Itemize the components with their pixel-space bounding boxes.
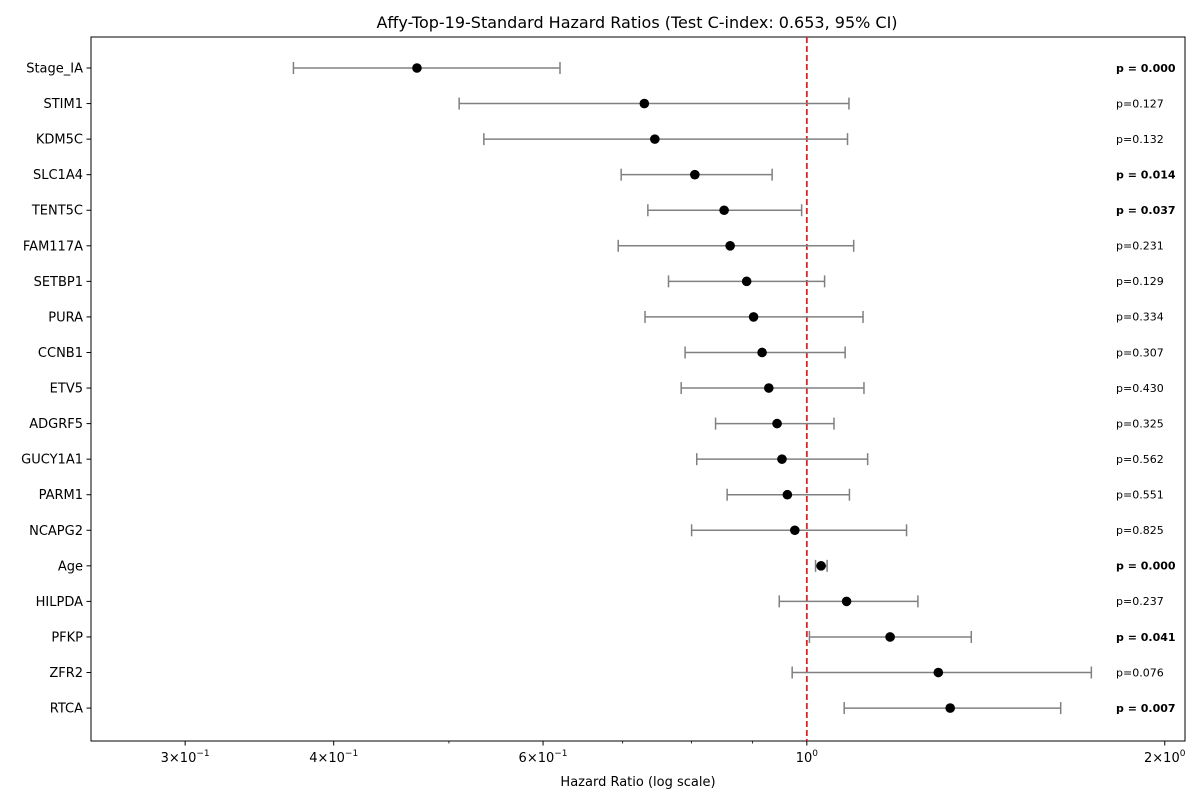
p-value-label: p=0.132 [1116,133,1164,146]
y-tick-label: TENT5C [31,204,83,219]
p-value-label: p=0.430 [1116,382,1164,395]
y-tick-label: SLC1A4 [33,168,83,183]
x-tick-label: 6×10−1 [519,749,568,766]
hazard-ratio-point [719,205,729,216]
hazard-ratio-point [650,134,660,144]
x-tick-label: 100 [796,749,819,766]
y-tick-label: PARM1 [39,488,83,503]
p-value-label: p=0.334 [1116,311,1164,324]
hazard-ratio-point [885,632,895,642]
plot-area-frame [90,36,1186,742]
p-value-label: p = 0.000 [1116,62,1176,75]
x-axis-label: Hazard Ratio (log scale) [560,775,715,790]
y-tick-label: NCAPG2 [29,524,83,539]
p-value-label: p = 0.007 [1116,702,1176,715]
p-value-label: p=0.237 [1116,595,1164,608]
p-value-label: p=0.325 [1116,417,1164,430]
hazard-ratio-point [748,312,759,322]
p-value-label: p = 0.037 [1116,204,1176,217]
p-value-label: p=0.076 [1116,666,1164,679]
hazard-ratio-point [945,703,955,713]
p-value-label: p = 0.041 [1116,631,1176,644]
hazard-ratio-point [816,561,826,571]
y-tick-label: Age [58,559,83,574]
p-value-label: p = 0.014 [1116,168,1176,181]
y-tick-label: ZFR2 [49,666,83,681]
p-value-label: p=0.562 [1116,453,1164,466]
y-tick-label: RTCA [50,702,83,717]
p-value-label: p=0.129 [1116,275,1164,288]
y-tick-label: ADGRF5 [29,417,83,432]
hazard-ratio-point [741,276,752,287]
y-tick-label: PFKP [51,630,83,645]
hazard-ratio-point [933,667,944,678]
y-tick-label: GUCY1A1 [21,453,83,468]
hazard-ratio-point [777,454,787,464]
hazard-ratio-point [782,489,793,500]
y-tick-label: ETV5 [50,382,83,397]
x-tick-label: 2×100 [1144,749,1186,766]
y-tick-label: FAM117A [23,239,83,254]
hazard-ratio-point [764,383,774,393]
chart-title: Affy-Top-19-Standard Hazard Ratios (Test… [376,13,897,32]
p-value-label: p=0.551 [1116,489,1164,502]
x-tick-label: 4×10−1 [309,749,358,766]
y-tick-label: STIM1 [43,97,83,112]
hazard-ratio-point [772,418,782,429]
hazard-ratio-point [690,169,700,180]
y-tick-label: PURA [48,310,83,325]
p-value-label: p=0.231 [1116,240,1164,253]
hazard-ratio-point [639,98,650,109]
y-tick-label: HILPDA [36,595,83,610]
p-value-label: p = 0.000 [1116,560,1176,573]
hazard-ratio-point [790,525,800,536]
y-tick-label: Stage_IA [26,62,83,77]
hazard-ratio-point [841,596,852,607]
p-value-label: p=0.307 [1116,346,1164,359]
hazard-ratio-point [412,63,422,73]
p-value-label: p=0.127 [1116,97,1164,110]
p-value-label: p=0.825 [1116,524,1164,537]
y-tick-label: SETBP1 [34,275,83,290]
hazard-ratio-point [725,241,735,251]
hazard-ratio-point [757,347,767,358]
y-tick-label: CCNB1 [38,346,83,361]
y-tick-label: KDM5C [36,133,83,148]
x-tick-label: 3×10−1 [161,749,210,766]
